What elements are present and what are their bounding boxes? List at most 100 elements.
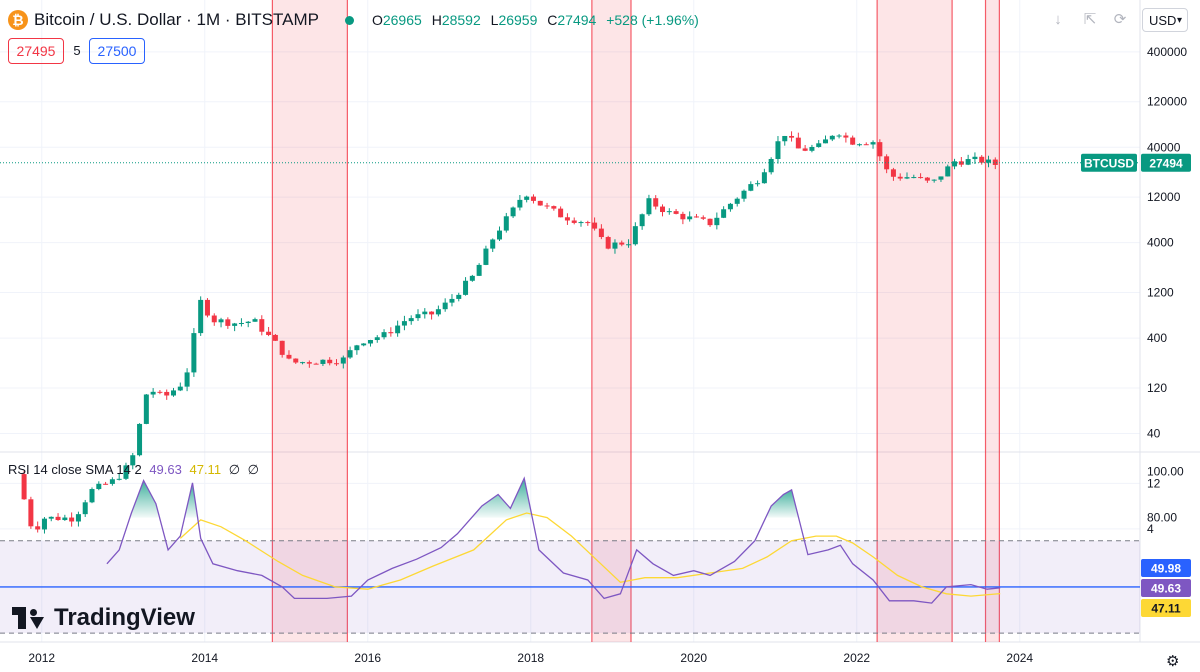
candle (225, 319, 231, 326)
candle (232, 323, 238, 326)
fullscreen-icon[interactable]: ⇱ (1083, 11, 1097, 28)
candle (707, 218, 713, 226)
candle (313, 363, 319, 365)
candle (952, 161, 958, 167)
close-value: 27494 (557, 12, 597, 28)
open-value: 26965 (382, 12, 422, 28)
rsi-legend[interactable]: RSI 14 close SMA 14 2 49.63 47.11 ∅ ∅ (8, 462, 263, 478)
candle (191, 333, 197, 373)
snapshot-icon[interactable]: ⟳ (1113, 11, 1127, 28)
chart-header: ₿ Bitcoin / U.S. Dollar · 1M · BITSTAMP … (8, 8, 699, 32)
candle (395, 325, 401, 334)
price-tick-label: 40000 (1147, 140, 1181, 154)
candle (741, 190, 747, 199)
highlight-period (591, 0, 631, 642)
high-value: 28592 (441, 12, 481, 28)
rsi-pane (0, 476, 1140, 634)
tradingview-logo[interactable]: TradingView (12, 604, 195, 632)
download-icon[interactable]: ↓ (1054, 11, 1062, 28)
candle (884, 156, 890, 170)
candle (381, 332, 387, 338)
rsi-line (106, 476, 1001, 604)
candle (96, 483, 102, 490)
candle (266, 331, 272, 335)
candle (605, 237, 611, 249)
candle (300, 362, 306, 364)
rsi-legend-value: 49.63 (149, 462, 182, 477)
price-tick-label: 40 (1147, 426, 1161, 440)
candle (524, 196, 530, 200)
candle (388, 332, 394, 334)
last-price-tag-bg (1141, 153, 1191, 172)
candle (245, 321, 251, 324)
candle (748, 184, 754, 191)
candle (415, 314, 421, 319)
sma-legend-value: 47.11 (189, 462, 222, 477)
low-value: 26959 (498, 12, 538, 28)
candle (211, 315, 217, 323)
candle (35, 526, 41, 530)
rsi-value-tag-bg (1141, 579, 1191, 597)
rsi-overbought-fill (767, 490, 799, 518)
candle (890, 169, 896, 177)
legend-empty-2: ∅ (247, 462, 259, 477)
candle (374, 337, 380, 341)
candle (177, 386, 183, 391)
legend-empty-1: ∅ (228, 462, 241, 477)
candle (401, 321, 407, 326)
candle (986, 159, 992, 163)
candle (693, 216, 699, 218)
candle (116, 478, 122, 480)
candle (408, 318, 414, 322)
highlight-period (272, 0, 348, 642)
buy-price-button[interactable]: 27500 (89, 38, 145, 64)
candle (816, 143, 822, 147)
last-price-tag: 27494 (1149, 156, 1183, 170)
candle (809, 146, 815, 151)
tradingview-logo-icon (12, 607, 46, 629)
candle (700, 217, 706, 219)
candle (41, 518, 47, 530)
time-tick-label: 2016 (354, 651, 381, 665)
symbol-title[interactable]: Bitcoin / U.S. Dollar · 1M · BITSTAMP (34, 10, 319, 29)
candle (714, 217, 720, 226)
candle (171, 390, 177, 396)
candle (75, 514, 81, 522)
time-tick-label: 2020 (680, 651, 707, 665)
time-tick-label: 2012 (28, 651, 55, 665)
currency-select[interactable]: USD ▾ (1142, 8, 1188, 32)
candle (653, 198, 659, 207)
candle (490, 239, 496, 249)
rsi-overbought-fill (130, 481, 158, 518)
candle (551, 206, 557, 209)
candle (503, 216, 509, 231)
candle (48, 516, 54, 519)
candle (870, 142, 876, 145)
axis-tags: BTCUSD 27494 49.98 49.63 47.11 (1081, 153, 1191, 617)
candle (979, 156, 985, 163)
price-tick-label: 1200 (1147, 286, 1174, 300)
candle (320, 359, 326, 364)
candle (918, 177, 924, 179)
candle (286, 354, 292, 359)
candle (734, 198, 740, 204)
price-tick-label: 400 (1147, 331, 1167, 345)
candle (130, 455, 136, 466)
candle (626, 244, 632, 246)
candle (823, 139, 829, 144)
candle (938, 176, 944, 180)
candle (55, 516, 61, 521)
candle (109, 479, 115, 484)
change-value: +528 (+1.96%) (606, 12, 699, 28)
candle (856, 144, 862, 146)
gear-icon[interactable]: ⚙ (1166, 653, 1180, 670)
sma-value-tag-bg (1141, 599, 1191, 617)
sell-price-button[interactable]: 27495 (8, 38, 64, 64)
candle (795, 137, 801, 149)
candle (768, 158, 774, 173)
candle (646, 198, 652, 215)
candle (727, 203, 733, 210)
candle (544, 205, 550, 207)
candle (958, 161, 964, 165)
